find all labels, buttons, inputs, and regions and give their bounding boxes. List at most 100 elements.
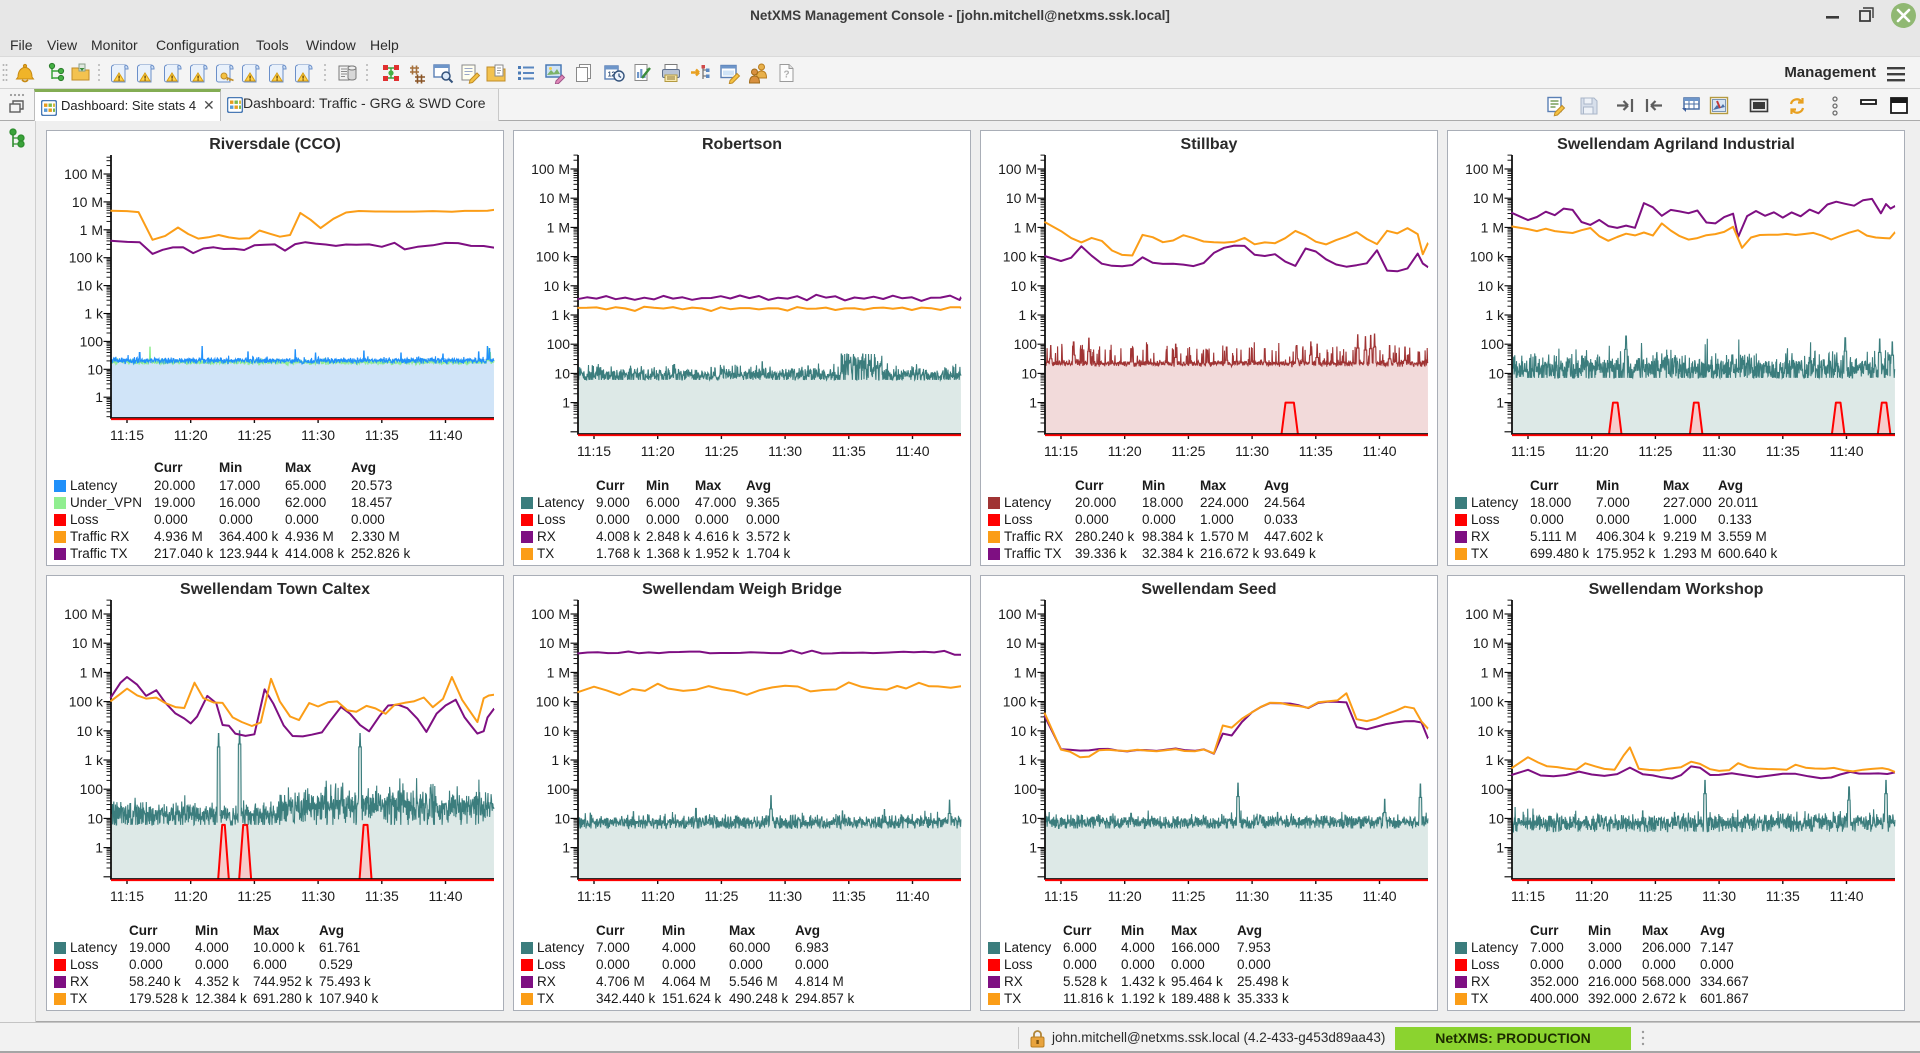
svg-text:11:25: 11:25 xyxy=(1638,888,1672,904)
svg-text:11:20: 11:20 xyxy=(641,443,675,459)
svg-text:1 M: 1 M xyxy=(80,664,103,680)
svg-text:100: 100 xyxy=(80,333,104,349)
svg-text:11:35: 11:35 xyxy=(365,427,399,443)
svg-text:?: ? xyxy=(783,70,789,81)
svg-text:10: 10 xyxy=(87,361,103,377)
svg-text:11:15: 11:15 xyxy=(577,888,611,904)
svg-text:1 M: 1 M xyxy=(547,219,570,235)
svg-text:100 M: 100 M xyxy=(64,606,103,622)
svg-text:11:35: 11:35 xyxy=(832,888,866,904)
svg-text:11:25: 11:25 xyxy=(237,888,271,904)
svg-text:1 M: 1 M xyxy=(1014,664,1037,680)
svg-text:100 k: 100 k xyxy=(1003,249,1038,265)
svg-text:11:40: 11:40 xyxy=(1830,888,1864,904)
svg-text:1 M: 1 M xyxy=(1481,664,1504,680)
svg-text:100 k: 100 k xyxy=(536,249,571,265)
svg-text:11:30: 11:30 xyxy=(301,888,335,904)
svg-text:10: 10 xyxy=(554,810,570,826)
svg-text:10 M: 10 M xyxy=(1473,190,1504,206)
svg-text:1 k: 1 k xyxy=(1485,307,1505,323)
svg-text:100: 100 xyxy=(547,781,571,797)
svg-text:10 k: 10 k xyxy=(544,278,571,294)
svg-text:1 k: 1 k xyxy=(1018,752,1038,768)
svg-text:100 M: 100 M xyxy=(1465,161,1504,177)
svg-text:11:35: 11:35 xyxy=(1766,443,1800,459)
svg-text:11:35: 11:35 xyxy=(832,443,866,459)
svg-text:10 M: 10 M xyxy=(1006,635,1037,651)
svg-text:11:40: 11:40 xyxy=(1363,888,1397,904)
svg-text:1: 1 xyxy=(95,389,103,405)
svg-text:100: 100 xyxy=(80,781,104,797)
svg-text:1: 1 xyxy=(1029,395,1037,411)
svg-text:11:25: 11:25 xyxy=(704,888,738,904)
svg-text:10 M: 10 M xyxy=(539,635,570,651)
svg-text:1: 1 xyxy=(1029,840,1037,856)
svg-text:11:40: 11:40 xyxy=(429,427,463,443)
svg-text:11:35: 11:35 xyxy=(1299,888,1333,904)
svg-text:11:40: 11:40 xyxy=(1830,443,1864,459)
svg-text:11:25: 11:25 xyxy=(1171,888,1205,904)
svg-text:10: 10 xyxy=(1488,365,1504,381)
svg-text:11:30: 11:30 xyxy=(301,427,335,443)
svg-text:11:30: 11:30 xyxy=(1702,888,1736,904)
svg-text:100 k: 100 k xyxy=(1470,249,1505,265)
svg-text:11:30: 11:30 xyxy=(768,443,802,459)
svg-text:100 k: 100 k xyxy=(69,250,104,266)
svg-text:11:40: 11:40 xyxy=(896,443,930,459)
svg-text:11:30: 11:30 xyxy=(1235,888,1269,904)
svg-text:100 M: 100 M xyxy=(531,606,570,622)
svg-text:11:20: 11:20 xyxy=(174,427,208,443)
svg-text:100 k: 100 k xyxy=(1470,694,1505,710)
svg-text:11:20: 11:20 xyxy=(641,888,675,904)
svg-text:11:35: 11:35 xyxy=(1299,443,1333,459)
svg-text:11:40: 11:40 xyxy=(896,888,930,904)
svg-text:100: 100 xyxy=(547,336,571,352)
svg-text:1 M: 1 M xyxy=(1481,219,1504,235)
svg-text:11:20: 11:20 xyxy=(174,888,208,904)
svg-text:11:35: 11:35 xyxy=(365,888,399,904)
svg-text:1 M: 1 M xyxy=(80,222,103,238)
svg-text:11:30: 11:30 xyxy=(1702,443,1736,459)
svg-text:100 k: 100 k xyxy=(1003,694,1038,710)
svg-text:11:15: 11:15 xyxy=(1044,443,1078,459)
svg-text:10 k: 10 k xyxy=(1011,723,1038,739)
svg-text:100 M: 100 M xyxy=(998,161,1037,177)
svg-text:1 k: 1 k xyxy=(1018,307,1038,323)
svg-text:10 M: 10 M xyxy=(1473,635,1504,651)
svg-text:11:20: 11:20 xyxy=(1108,888,1142,904)
svg-text:100 k: 100 k xyxy=(536,694,571,710)
svg-text:100: 100 xyxy=(1481,781,1505,797)
svg-text:10 M: 10 M xyxy=(72,635,103,651)
svg-text:11:15: 11:15 xyxy=(1044,888,1078,904)
svg-text:1: 1 xyxy=(1496,840,1504,856)
svg-text:10 k: 10 k xyxy=(544,723,571,739)
svg-text:1 M: 1 M xyxy=(1014,219,1037,235)
svg-text:100 k: 100 k xyxy=(69,694,104,710)
svg-text:11:15: 11:15 xyxy=(110,888,144,904)
svg-text:10 M: 10 M xyxy=(1006,190,1037,206)
svg-text:12: 12 xyxy=(608,72,616,79)
svg-text:100: 100 xyxy=(1481,336,1505,352)
svg-text:11:25: 11:25 xyxy=(237,427,271,443)
svg-text:1 k: 1 k xyxy=(551,307,571,323)
svg-text:11:30: 11:30 xyxy=(768,888,802,904)
svg-text:1: 1 xyxy=(562,840,570,856)
svg-text:10: 10 xyxy=(87,810,103,826)
svg-text:11:25: 11:25 xyxy=(1171,443,1205,459)
svg-text:10 k: 10 k xyxy=(1478,278,1505,294)
svg-text:11:40: 11:40 xyxy=(429,888,463,904)
svg-text:11:15: 11:15 xyxy=(1511,888,1545,904)
svg-text:1: 1 xyxy=(1496,395,1504,411)
svg-text:10 k: 10 k xyxy=(1011,278,1038,294)
svg-text:1 k: 1 k xyxy=(84,752,104,768)
svg-text:100: 100 xyxy=(1014,781,1038,797)
svg-text:11:30: 11:30 xyxy=(1235,443,1269,459)
svg-text:11:35: 11:35 xyxy=(1766,888,1800,904)
svg-text:11:20: 11:20 xyxy=(1575,443,1609,459)
svg-text:11:15: 11:15 xyxy=(577,443,611,459)
svg-text:10 M: 10 M xyxy=(72,194,103,210)
svg-text:10 k: 10 k xyxy=(77,278,104,294)
svg-text:1 k: 1 k xyxy=(1485,752,1505,768)
svg-text:1 k: 1 k xyxy=(84,306,104,322)
svg-text:100 M: 100 M xyxy=(1465,606,1504,622)
